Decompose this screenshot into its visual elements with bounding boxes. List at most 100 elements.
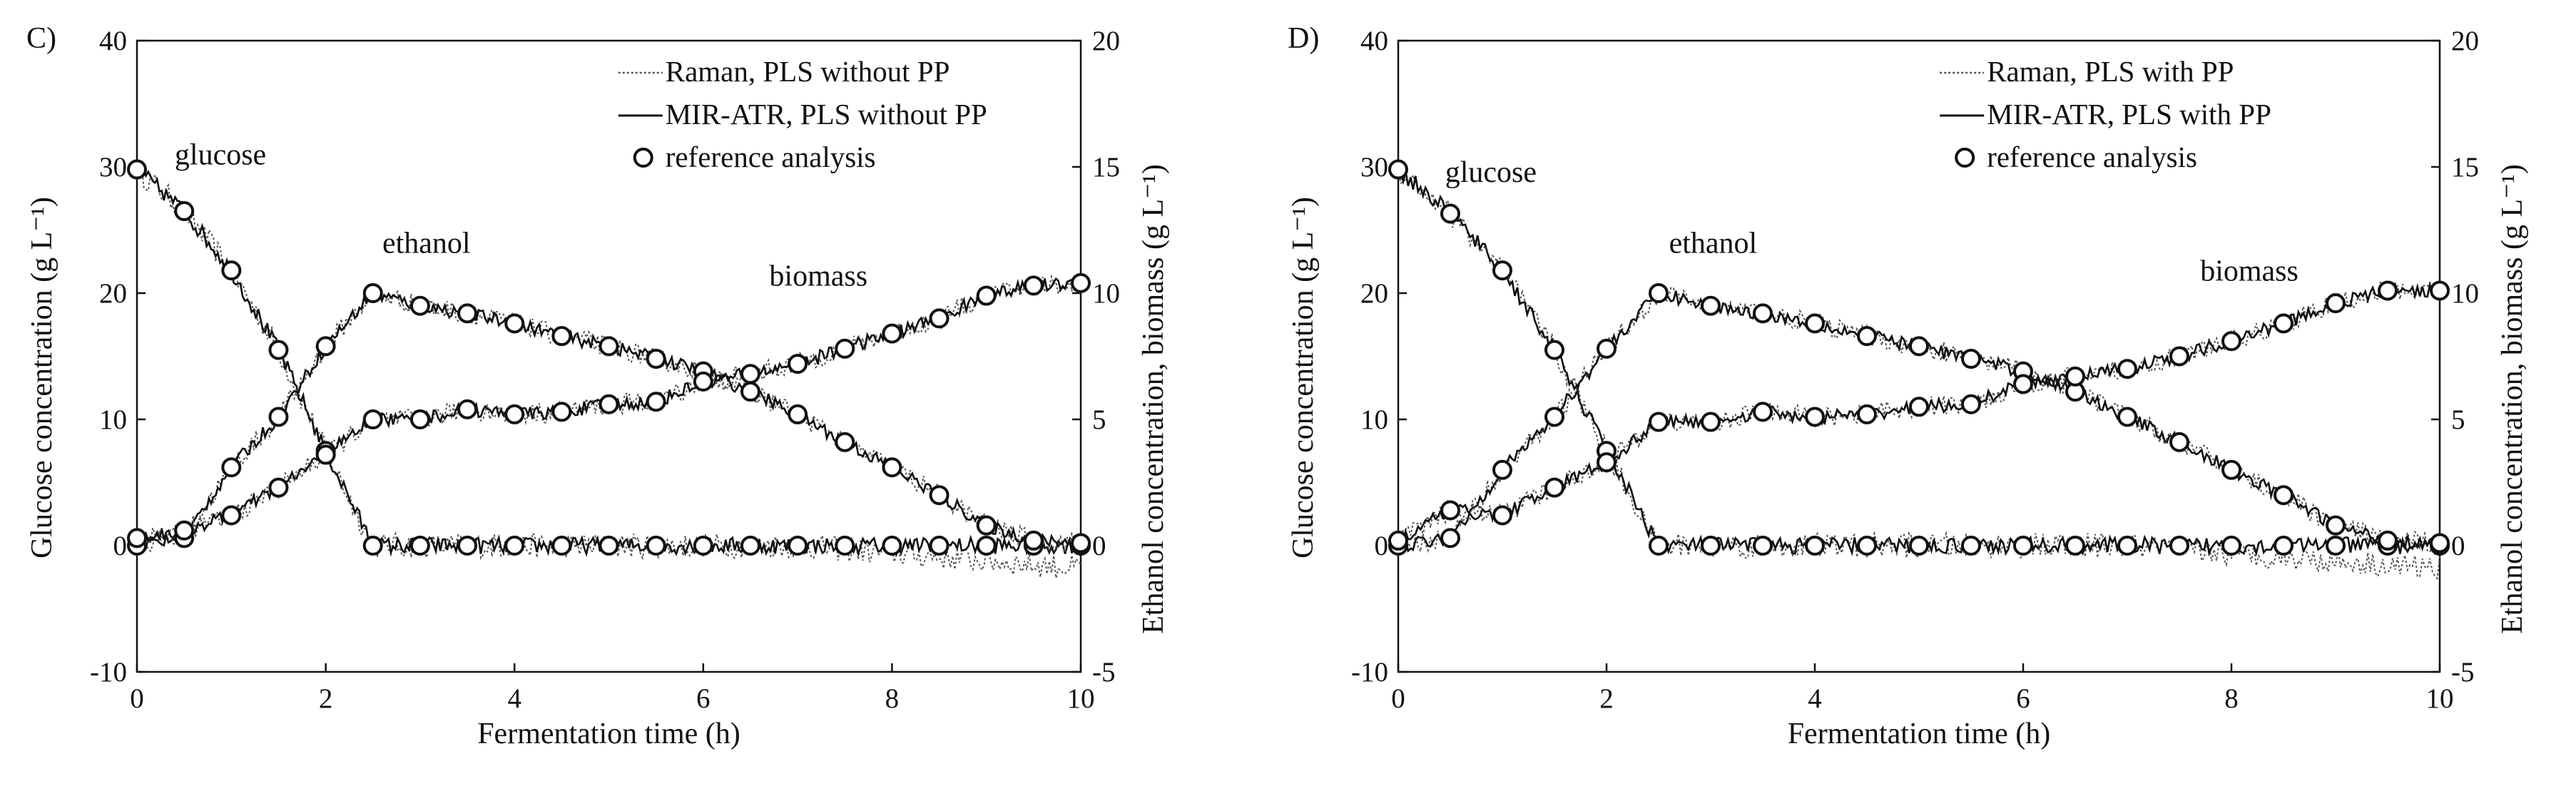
reference-point-glucose	[1544, 340, 1564, 360]
reference-point-glucose	[174, 200, 195, 221]
y-left-axis-title: Glucose concentration (g L⁻¹)	[1287, 197, 1320, 558]
reference-point-glucose	[1753, 536, 1773, 556]
reference-point-biomass	[1440, 500, 1460, 521]
reference-point-ethanol	[740, 382, 760, 402]
reference-point-biomass	[504, 404, 525, 424]
y-right-tick-label: 15	[1092, 152, 1120, 183]
reference-point-ethanol	[599, 336, 619, 357]
raman-trace-ethanol	[136, 286, 1081, 555]
reference-point-glucose	[693, 536, 713, 556]
reference-point-biomass	[929, 308, 950, 329]
reference-point-biomass	[1805, 407, 1825, 427]
reference-point-biomass	[1857, 404, 1877, 424]
reference-point-ethanol	[2117, 407, 2137, 427]
reference-point-ethanol	[1701, 295, 1721, 316]
legend-swatch-reference	[1955, 148, 1975, 168]
reference-point-glucose	[1492, 260, 1512, 281]
x-axis-title: Fermentation time (h)	[477, 718, 740, 750]
x-tick-label: 6	[696, 683, 711, 714]
panel-label: C)	[26, 22, 56, 55]
reference-point-glucose	[1805, 536, 1825, 556]
reference-point-biomass	[599, 394, 619, 414]
legend-swatch-reference	[633, 148, 653, 168]
reference-point-biomass	[2013, 374, 2033, 394]
reference-point-biomass	[2169, 346, 2189, 367]
reference-point-biomass	[1388, 530, 1408, 551]
x-tick-label: 6	[2016, 683, 2030, 714]
reference-point-glucose	[599, 536, 619, 556]
y-right-tick-label: 10	[2451, 278, 2479, 309]
y-left-tick-label: 30	[1360, 152, 1388, 183]
reference-point-biomass	[551, 402, 572, 422]
reference-point-ethanol	[1753, 303, 1773, 324]
reference-point-glucose	[835, 536, 855, 556]
reference-point-biomass	[1961, 394, 1981, 414]
reference-point-glucose	[1909, 536, 1929, 556]
reference-point-glucose	[1961, 536, 1981, 556]
legend: Raman, PLS with PP MIR-ATR, PLS with PP re…	[1940, 55, 2271, 173]
reference-point-glucose	[1701, 536, 1721, 556]
reference-point-ethanol	[409, 295, 430, 316]
y-left-axis-title: Glucose concentration (g L⁻¹)	[26, 197, 58, 558]
reference-point-ethanol	[268, 407, 289, 427]
reference-point-biomass	[362, 409, 383, 429]
x-tick-label: 2	[1599, 683, 1614, 714]
reference-point-glucose	[976, 536, 997, 556]
reference-point-glucose	[788, 536, 808, 556]
reference-point-glucose	[1440, 203, 1460, 224]
reference-point-biomass	[740, 364, 760, 384]
y-right-tick-label: 5	[1092, 404, 1106, 435]
reference-point-biomass	[835, 338, 855, 359]
x-tick-label: 8	[2224, 683, 2239, 714]
reference-point-ethanol	[1961, 349, 1981, 369]
y-left-tick-label: 40	[1360, 26, 1388, 56]
legend-label-mir: MIR-ATR, PLS without PP	[666, 98, 987, 131]
legend-label-reference: reference analysis	[1987, 141, 2197, 173]
reference-point-ethanol	[1857, 326, 1877, 347]
reference-point-biomass	[1753, 402, 1773, 422]
y-left-tick-label: 0	[1375, 531, 1389, 561]
reference-point-biomass	[1544, 477, 1564, 498]
reference-point-glucose	[1649, 536, 1669, 556]
annotation-biomass: biomass	[769, 260, 867, 292]
reference-point-biomass	[788, 354, 808, 374]
x-tick-label: 2	[319, 683, 333, 714]
y-right-tick-label: 5	[2451, 404, 2465, 435]
reference-point-biomass	[2221, 331, 2241, 352]
annotation-ethanol: ethanol	[1669, 227, 1758, 260]
reference-point-ethanol	[1023, 530, 1044, 551]
reference-point-ethanol	[1492, 459, 1512, 480]
reference-point-ethanol	[1909, 336, 1929, 357]
reference-point-ethanol	[1071, 533, 1091, 553]
reference-point-glucose	[1857, 536, 1877, 556]
legend-label-reference: reference analysis	[666, 141, 876, 173]
reference-point-glucose	[740, 536, 760, 556]
reference-point-biomass	[976, 285, 997, 306]
reference-point-biomass	[409, 409, 430, 429]
reference-point-glucose	[646, 536, 666, 556]
y-left-tick-label: 30	[99, 152, 127, 183]
reference-point-ethanol	[551, 326, 572, 347]
x-tick-label: 10	[2426, 683, 2454, 714]
reference-point-biomass	[315, 444, 336, 465]
y-left-tick-label: 40	[99, 26, 127, 56]
reference-point-biomass	[2430, 280, 2450, 301]
plot-frame	[136, 39, 1082, 673]
reference-point-biomass	[1492, 505, 1512, 526]
y-left-tick-label: 20	[99, 278, 127, 309]
x-tick-label: 10	[1067, 683, 1095, 714]
reference-point-ethanol	[976, 515, 997, 536]
x-tick-label: 4	[1808, 683, 1822, 714]
reference-point-ethanol	[1440, 528, 1460, 548]
legend-label-raman: Raman, PLS without PP	[666, 55, 950, 88]
y-right-tick-label: 20	[1092, 26, 1120, 56]
reference-point-ethanol	[1597, 338, 1617, 359]
y-left-tick-label: 0	[113, 531, 128, 561]
reference-point-ethanol	[882, 457, 902, 478]
reference-point-biomass	[2378, 280, 2398, 301]
reference-point-ethanol	[929, 485, 950, 506]
reference-point-biomass	[1909, 397, 1929, 417]
reference-point-glucose	[362, 536, 383, 556]
reference-point-glucose	[2274, 536, 2294, 556]
